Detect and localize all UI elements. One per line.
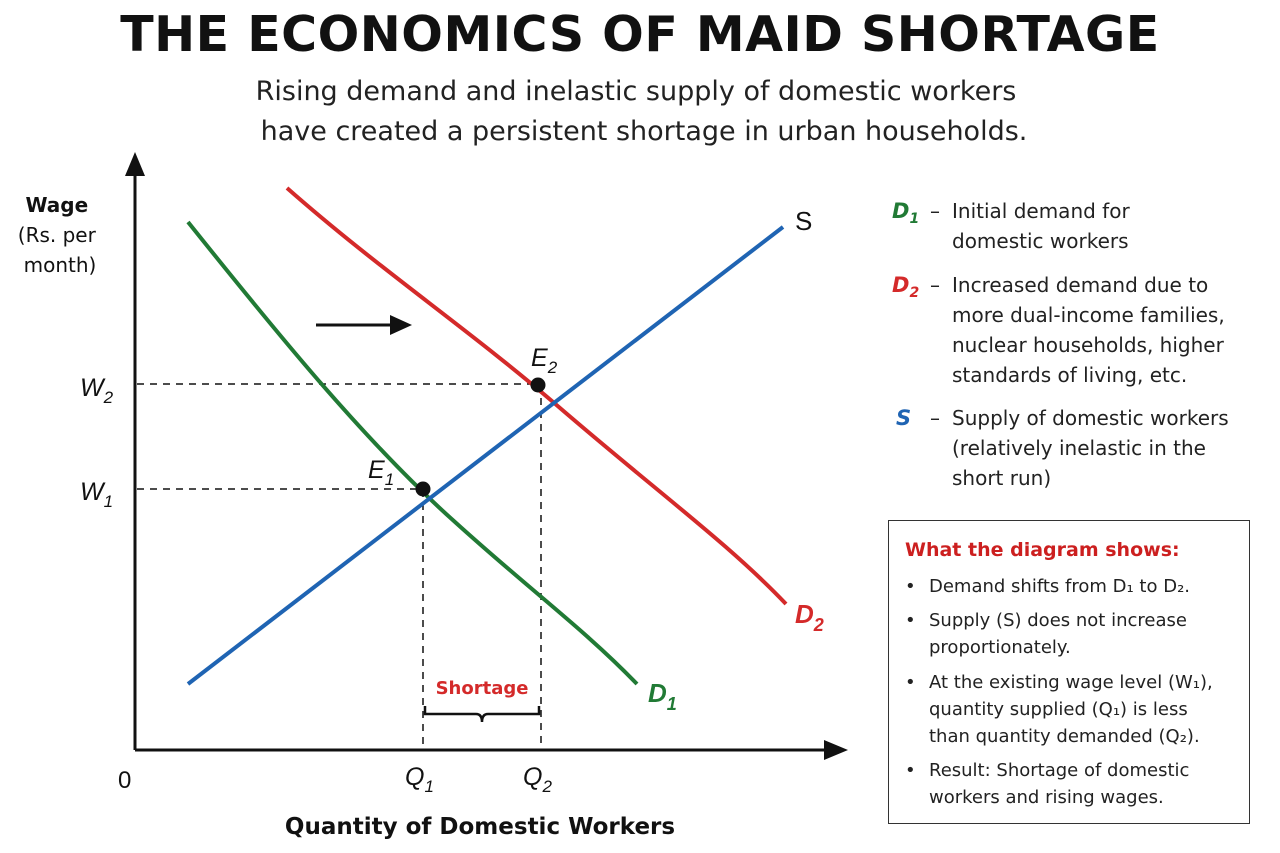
x-axis-arrowhead [824,740,848,760]
shortage-label: Shortage [436,678,529,699]
legend-text-d2: Increased demand due to more dual-income… [952,273,1225,387]
right-arrow-icon [316,315,412,335]
origin-label: 0 [118,767,131,794]
y-axis-label: Wage (Rs. per month) [18,193,102,277]
bullet-dot: • [905,760,916,781]
curve-label-s: S [795,206,812,236]
equilibrium-point-e2 [530,377,546,393]
diagram-title: THE ECONOMICS OF MAID SHORTAGE [120,6,1160,63]
shortage-brace [423,706,541,723]
point-label-e1: E1 [368,456,394,489]
subtitle-line-1: Rising demand and inelastic supply of do… [255,76,1017,107]
notes-heading: What the diagram shows: [905,539,1180,561]
point-label-e2: E2 [531,344,558,377]
y-axis-arrowhead [125,152,145,176]
supply-curve-s [186,225,785,686]
legend-text-s: Supply of domestic workers (relatively i… [952,406,1229,490]
legend-symbol-d1: D1 [892,199,920,228]
legend-dash: – [930,406,940,430]
demand-curve-d1 [186,220,639,686]
wage-label-w2: W2 [80,374,114,407]
guide-lines [137,383,542,748]
demand-curve-d2 [285,186,788,606]
legend-dash: – [930,273,940,297]
bullet-dot: • [905,610,916,631]
legend-symbol-s: S [896,406,912,430]
bullet-dot: • [905,672,916,693]
curve-label-d1: D1 [648,678,677,714]
axes [125,152,848,760]
quantity-label-q2: Q2 [523,763,552,796]
x-axis-label: Quantity of Domestic Workers [285,814,675,840]
quantity-label-q1: Q1 [405,763,434,796]
legend-dash: – [930,199,940,223]
subtitle-line-2: have created a persistent shortage in ur… [260,116,1028,147]
wage-label-w1: W1 [80,478,113,511]
equilibrium-point-e1 [415,481,431,497]
legend-symbol-d2: D2 [892,273,920,302]
supply-demand-diagram: E1 E2 S D1 D2 W2 W1 Q1 Q2 0 Wage (Rs. pe… [18,152,848,840]
notes-box: What the diagram shows: • Demand shifts … [888,520,1250,824]
bullet-dot: • [905,576,916,597]
legend-text-d1: Initial demand for domestic workers [952,199,1130,253]
curve-label-d2: D2 [795,599,824,635]
